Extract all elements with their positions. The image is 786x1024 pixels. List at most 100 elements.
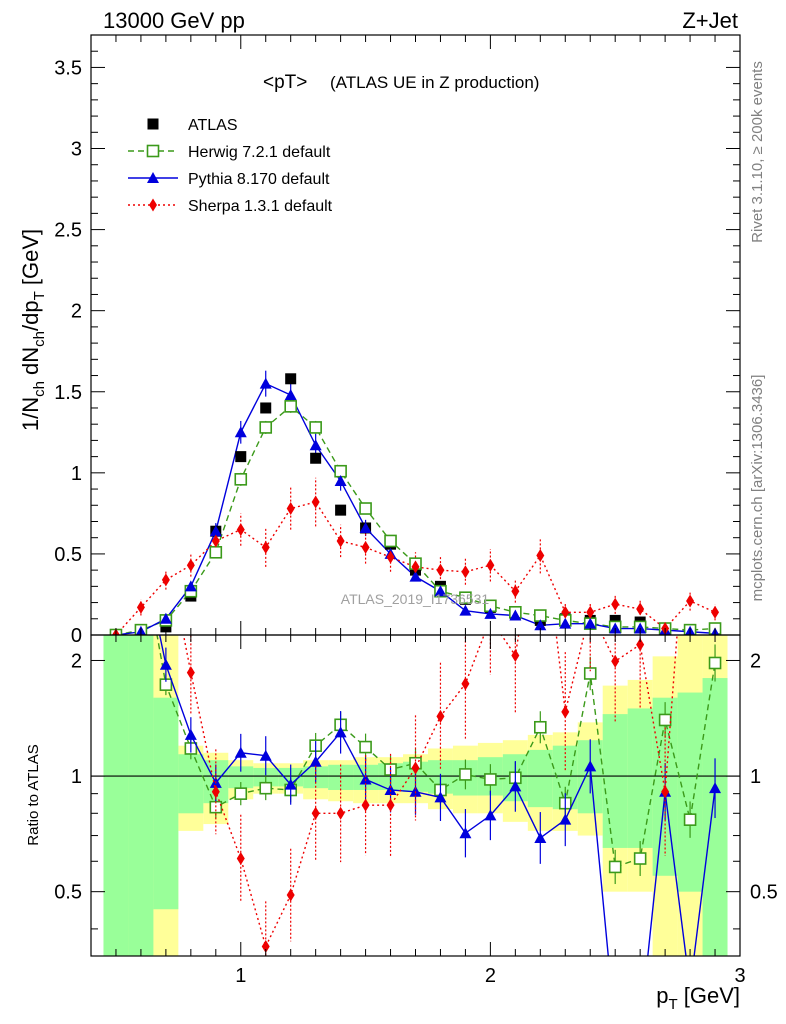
ratio-point-sherpa (611, 654, 620, 668)
legend-marker-atlas (147, 118, 159, 130)
ratio-point-sherpa (436, 709, 445, 723)
ratio-point-pythia (509, 780, 522, 792)
y-axis-label-ratio: Ratio to ATLAS (25, 744, 42, 845)
y-tick-label-top: 0 (71, 625, 82, 647)
ratio-point-pythia (309, 755, 322, 767)
ratio-band-green (178, 754, 204, 814)
ratio-point-pythia (234, 746, 247, 758)
ratio-point-pythia (709, 782, 722, 794)
ratio-point-herwig (583, 667, 597, 680)
x-tick-label: 2 (485, 965, 496, 987)
data-point-pythia (434, 585, 447, 597)
data-point-pythia (159, 612, 172, 624)
ratio-band-green (128, 635, 154, 956)
ratio-point-pythia (384, 783, 397, 795)
data-point-pythia (334, 474, 347, 486)
y-tick-label-top: 1.5 (54, 382, 82, 404)
legend-label-herwig: Herwig 7.2.1 default (188, 144, 331, 161)
y-tick-label-top: 3.5 (54, 57, 82, 79)
ratio-point-pythia (534, 831, 547, 843)
ratio-point-herwig (484, 773, 497, 786)
data-point-sherpa (536, 549, 545, 563)
ratio-point-pythia (284, 778, 297, 790)
ratio-point-sherpa (286, 888, 295, 902)
data-point-sherpa (286, 502, 295, 516)
data-point-sherpa (186, 558, 195, 572)
ratio-point-herwig (658, 713, 672, 727)
data-point-sherpa (436, 563, 445, 577)
ratio-point-pythia (434, 791, 447, 803)
ratio-point-pythia (484, 809, 497, 821)
data-point-sherpa (611, 597, 620, 611)
data-point-sherpa (136, 600, 145, 614)
data-point-atlas (285, 373, 297, 385)
data-point-herwig (259, 421, 273, 434)
plot-title: <pT> (ATLAS UE in Z production) (263, 72, 539, 93)
ratio-point-herwig (234, 787, 248, 800)
ratio-point-sherpa (461, 677, 470, 691)
ratio-point-sherpa (661, 785, 670, 799)
data-point-atlas (235, 451, 247, 463)
ratio-point-herwig (259, 781, 273, 795)
ratio-point-herwig (534, 720, 547, 734)
ratio-point-herwig (608, 860, 622, 874)
y-tick-label-ratio: 1 (71, 766, 82, 788)
data-point-sherpa (711, 605, 720, 619)
x-axis-label-unit: [GeV] (678, 983, 740, 1008)
ratio-point-herwig (359, 740, 372, 754)
ratio-point-pythia (259, 749, 272, 761)
ratio-point-sherpa (336, 806, 345, 820)
ratio-point-pythia (159, 658, 172, 670)
data-point-pythia (584, 617, 597, 629)
x-axis-label-p: p (656, 983, 668, 1008)
data-point-sherpa (486, 558, 495, 572)
ratio-plot (156, 457, 722, 956)
y-tick-label-ratio: 0.5 (54, 882, 82, 904)
y-tick-label-top: 2.5 (54, 220, 82, 242)
ratio-band-green (527, 749, 553, 808)
y-axis-label-top-part3: /dp (18, 300, 43, 331)
ratio-point-sherpa (711, 457, 719, 470)
ratio-point-pythia (584, 760, 597, 772)
x-axis-label: pT [GeV] (656, 983, 740, 1013)
header-left: 13000 GeV pp (103, 8, 245, 33)
data-point-sherpa (411, 560, 420, 574)
data-point-pythia (559, 617, 572, 629)
data-point-atlas (160, 621, 172, 633)
ratio-point-pythia (459, 827, 472, 839)
y-axis-label-top-sub1: ch (31, 381, 48, 397)
data-point-pythia (309, 439, 322, 451)
ratio-point-sherpa (386, 798, 395, 812)
ratio-point-pythia (359, 773, 372, 785)
data-point-sherpa (586, 605, 595, 619)
data-point-sherpa (361, 540, 370, 554)
ratio-point-pythia (334, 726, 347, 738)
header-right: Z+Jet (682, 8, 738, 33)
axis-ticks: 1 2 3 0 0.5 1 1.5 2 2.5 3 3.5 0.5 0.5 1 1 2 2 (54, 34, 778, 987)
data-point-herwig (459, 591, 472, 605)
data-point-pythia (184, 580, 197, 592)
ratio-band-green (627, 708, 653, 848)
plot-title-main: <pT> (263, 72, 307, 93)
data-point-pythia (509, 609, 522, 621)
ratio-band-green (677, 692, 703, 892)
y-axis-label-top: 1/Nch dNch/dpT [GeV] (18, 229, 48, 431)
data-point-sherpa (311, 495, 320, 509)
data-point-pythia (234, 426, 247, 438)
y-tick-label-ratio: 2 (71, 650, 82, 672)
ratio-point-herwig (708, 656, 722, 670)
data-point-atlas (310, 452, 322, 464)
mcplots-label: mcplots.cern.ch [arXiv:1306.3436] (749, 375, 766, 602)
ratio-point-herwig (633, 852, 647, 865)
y-tick-label-top: 3 (71, 139, 82, 161)
ratio-point-herwig (459, 768, 472, 781)
analysis-watermark: ATLAS_2019_I1736531 (341, 591, 490, 607)
legend-label-atlas: ATLAS (188, 117, 238, 134)
ratio-point-pythia (184, 728, 197, 740)
legend-label-sherpa: Sherpa 1.3.1 default (188, 198, 333, 215)
y-tick-label-top: 2 (71, 301, 82, 323)
data-point-herwig (384, 534, 397, 548)
y-axis-label-top-part1: 1/N (18, 397, 43, 431)
ratio-point-sherpa (186, 666, 195, 680)
data-point-pythia (534, 619, 547, 631)
